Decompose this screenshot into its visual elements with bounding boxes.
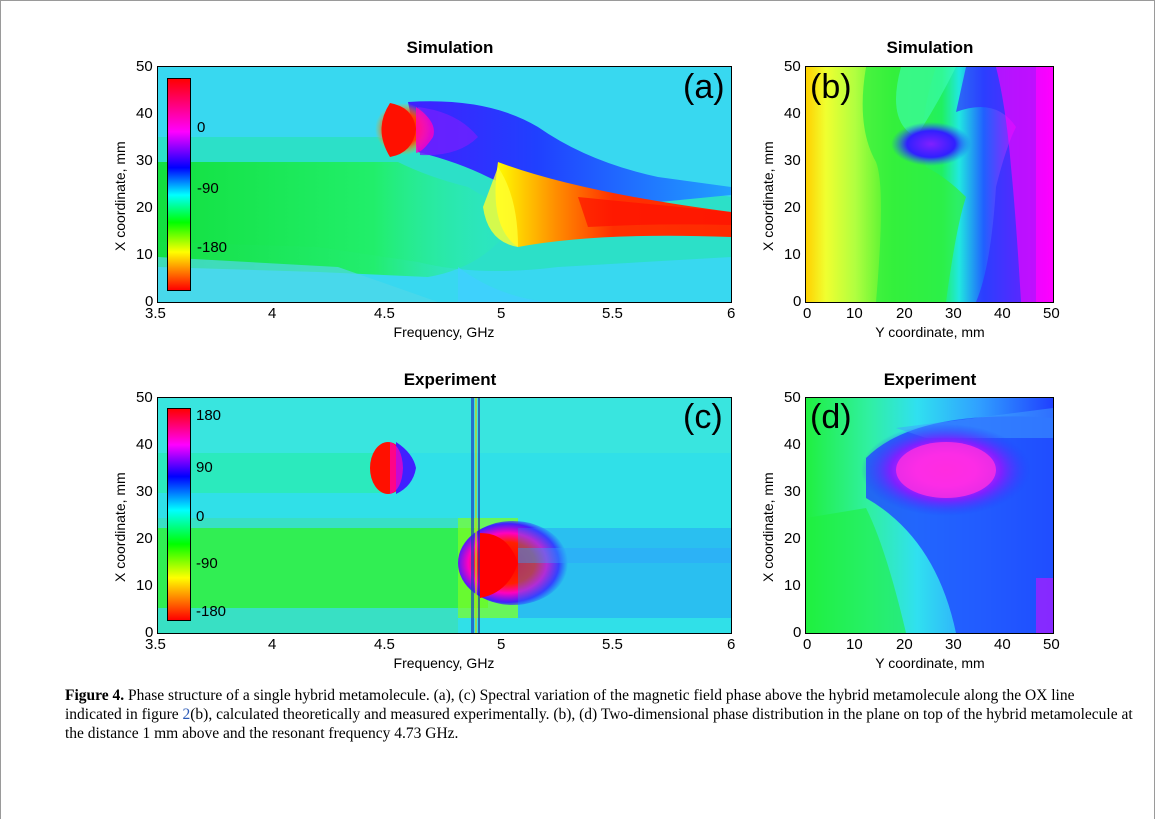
panel-c-xtick: 6 (727, 636, 736, 653)
panel-b-heatmap (806, 67, 1053, 302)
panel-c-title: Experiment (403, 370, 497, 389)
panel-c-plot (157, 397, 732, 634)
panel-b-ytick: 50 (784, 58, 801, 75)
panel-d-xtick: 40 (994, 636, 1011, 653)
panel-b-ytick: 10 (784, 246, 801, 263)
frame-left-line (0, 0, 1, 819)
panel-a-colorbar (167, 78, 191, 291)
panel-a-ytick: 30 (136, 152, 153, 169)
panel-b-title: Simulation (886, 38, 974, 57)
panel-d-ytick: 30 (784, 483, 801, 500)
panel-d-letter: (d) (810, 398, 852, 436)
panel-c-xtick: 4.5 (374, 636, 395, 653)
panel-b-ylabel: X coordinate, mm (760, 141, 776, 251)
panel-c-ytick: 30 (136, 483, 153, 500)
panel-c-ytick: 20 (136, 530, 153, 547)
panel-c-ytick: 10 (136, 577, 153, 594)
panel-a-xtick: 4 (268, 305, 277, 322)
panel-a-xtick: 5.5 (602, 305, 623, 322)
panel-a-ytick: 20 (136, 199, 153, 216)
panel-d-ylabel: X coordinate, mm (760, 472, 776, 582)
panel-b-ytick: 20 (784, 199, 801, 216)
panel-b-xtick: 20 (896, 305, 913, 322)
panel-b-xtick: 10 (846, 305, 863, 322)
panel-c-cbar-tick-2: 0 (196, 508, 205, 525)
panel-d-xtick: 0 (803, 636, 812, 653)
panel-a-xlabel: Frequency, GHz (393, 324, 495, 340)
panel-d-plot (805, 397, 1054, 634)
panel-d-xtick: 30 (945, 636, 962, 653)
panel-c-heatmap (158, 398, 731, 633)
panel-c-ylabel: X coordinate, mm (112, 472, 128, 582)
panel-c-xtick: 5.5 (602, 636, 623, 653)
panel-b-ytick: 40 (784, 105, 801, 122)
panel-c-xtick: 3.5 (145, 636, 166, 653)
panel-d-xtick: 50 (1043, 636, 1060, 653)
panel-a-plot (157, 66, 732, 303)
figure-caption: Figure 4. Phase structure of a single hy… (65, 686, 1135, 743)
panel-c-cbar-tick-4: -180 (196, 603, 227, 620)
panel-a-heatmap (158, 67, 731, 302)
panel-b-xtick: 50 (1043, 305, 1060, 322)
panel-c-xlabel: Frequency, GHz (393, 655, 495, 671)
panel-a-xtick: 3.5 (145, 305, 166, 322)
caption-text-2: (b), calculated theoretically and measur… (65, 706, 1133, 742)
panel-c-ytick: 50 (136, 389, 153, 406)
panel-c-xtick: 4 (268, 636, 277, 653)
panel-a-letter: (a) (683, 68, 725, 106)
panel-b-xtick: 30 (945, 305, 962, 322)
panel-b-plot (805, 66, 1054, 303)
panel-a-ytick: 40 (136, 105, 153, 122)
panel-d-xlabel: Y coordinate, mm (875, 655, 985, 671)
panel-c-ytick: 40 (136, 436, 153, 453)
panel-c-cbar-tick-1: 90 (196, 459, 213, 476)
panel-d-xtick: 10 (846, 636, 863, 653)
panel-d-ytick: 40 (784, 436, 801, 453)
panel-d-heatmap (806, 398, 1053, 633)
caption-text-1: Phase structure of a single hybrid metam… (65, 687, 1075, 723)
panel-a-xtick: 5 (497, 305, 506, 322)
panel-b-ytick: 0 (793, 293, 802, 310)
panel-b-xlabel: Y coordinate, mm (875, 324, 985, 340)
caption-label: Figure 4. (65, 687, 125, 704)
panel-c-ytick: 0 (145, 624, 154, 641)
panel-a-xtick: 6 (727, 305, 736, 322)
panel-b-letter: (b) (810, 68, 852, 106)
panel-a-ytick: 10 (136, 246, 153, 263)
panel-d-title: Experiment (883, 370, 977, 389)
panel-c-cbar-tick-0: 180 (196, 407, 222, 424)
panel-c-xtick: 5 (497, 636, 506, 653)
caption-figure-link[interactable]: 2 (182, 706, 191, 723)
panel-c-colorbar (167, 408, 191, 621)
panel-a-ylabel: X coordinate, mm (112, 141, 128, 251)
panel-a-ytick: 0 (145, 293, 154, 310)
panel-b-ytick: 30 (784, 152, 801, 169)
panel-a-cbar-tick-0: 0 (197, 119, 206, 136)
panel-a-ytick: 50 (136, 58, 153, 75)
panel-c-cbar-tick-3: -90 (196, 555, 218, 572)
panel-d-xtick: 20 (896, 636, 913, 653)
panel-a-xtick: 4.5 (374, 305, 395, 322)
panel-b-xtick: 0 (803, 305, 812, 322)
panel-b-xtick: 40 (994, 305, 1011, 322)
panel-c-letter: (c) (683, 398, 723, 436)
panel-d-ytick: 20 (784, 530, 801, 547)
panel-a-cbar-tick-2: -180 (197, 239, 228, 256)
frame-top-line (0, 0, 1155, 1)
panel-a-title: Simulation (406, 38, 494, 57)
panel-a-cbar-tick-1: -90 (197, 180, 219, 197)
panel-d-ytick: 0 (793, 624, 802, 641)
panel-d-ytick: 10 (784, 577, 801, 594)
panel-d-ytick: 50 (784, 389, 801, 406)
